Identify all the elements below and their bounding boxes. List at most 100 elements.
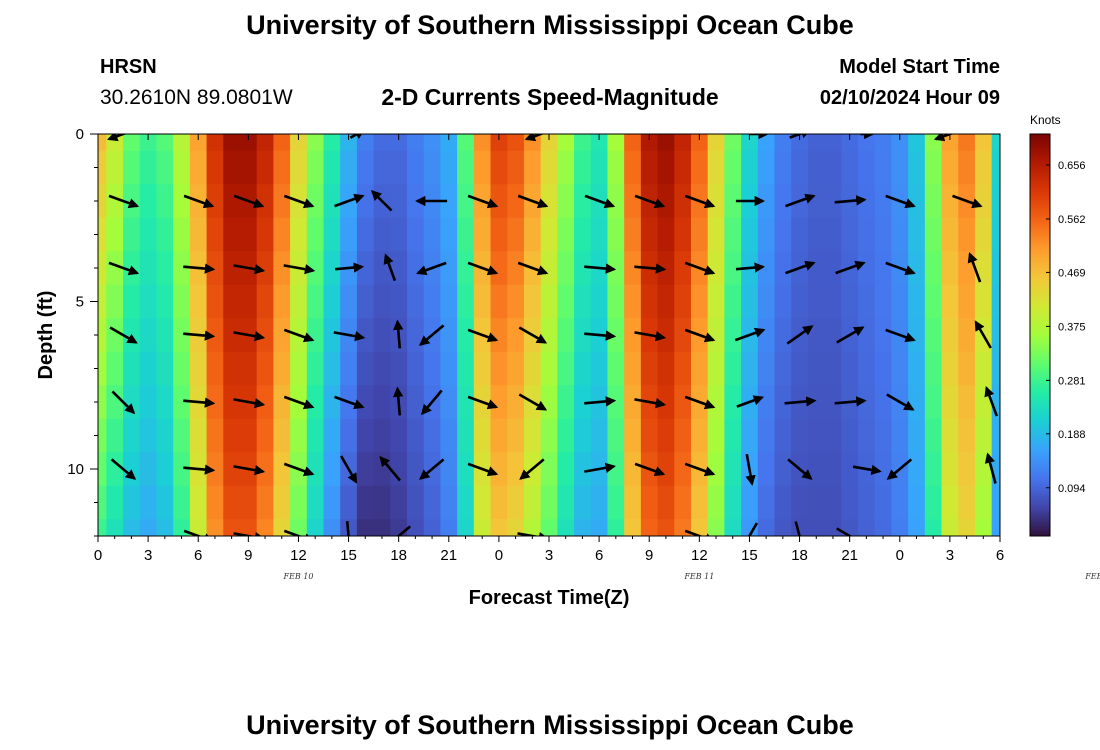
heatmap-cell [607, 452, 625, 487]
heatmap-cell [757, 351, 776, 386]
heatmap-cell [223, 284, 241, 319]
current-vector [967, 251, 982, 283]
heatmap-cell [690, 485, 709, 520]
date-label: FEB 10 [282, 572, 313, 581]
heatmap-cell [223, 452, 241, 487]
heatmap-cell [306, 284, 325, 319]
heatmap-cell [256, 385, 274, 420]
heatmap-cell [323, 318, 341, 353]
heatmap-cell [824, 418, 842, 453]
heatmap-cell [924, 519, 943, 536]
current-vector [107, 134, 127, 142]
heatmap-cell [590, 418, 609, 453]
heatmap-cell [390, 251, 408, 286]
heatmap-cell [891, 418, 909, 453]
heatmap-cell [908, 318, 926, 353]
heatmap-cell [473, 150, 492, 185]
heatmap-cell [340, 485, 358, 520]
heatmap-cell [724, 452, 742, 487]
heatmap-cell [373, 485, 391, 520]
heatmap-cell [340, 284, 358, 319]
heatmap-cell [106, 418, 124, 453]
heatmap-cell [908, 351, 926, 386]
heatmap-cell [173, 485, 191, 520]
heatmap-cell [440, 150, 458, 185]
heatmap-cell [106, 251, 124, 286]
heatmap-cell [724, 184, 742, 219]
heatmap-cell [724, 318, 742, 353]
heatmap-cell [557, 150, 575, 185]
colorbar-unit: Knots [1030, 113, 1061, 127]
heatmap-cell [323, 485, 341, 520]
heatmap-cell [908, 485, 926, 520]
heatmap-cell [239, 134, 258, 152]
heatmap-cell [423, 217, 442, 252]
heatmap-cell [640, 485, 659, 520]
heatmap-cell [407, 485, 425, 520]
heatmap-cell [874, 217, 893, 252]
heatmap-cell [356, 150, 375, 185]
heatmap-cell [540, 452, 558, 487]
current-vector [836, 326, 865, 344]
heatmap-cell [624, 284, 642, 319]
page-title: University of Southern Mississippi Ocean… [246, 10, 854, 40]
heatmap-cell [991, 519, 1000, 536]
heatmap-cell [490, 150, 508, 185]
heatmap-cell [273, 184, 291, 219]
heatmap-cell [540, 519, 558, 536]
heatmap-cell [824, 385, 842, 420]
heatmap-cell [490, 519, 508, 536]
heatmap-cell [356, 251, 375, 286]
current-vector [393, 319, 404, 349]
heatmap-cell [807, 318, 826, 353]
heatmap-cell [457, 418, 475, 453]
current-vector [183, 263, 216, 274]
heatmap-cell [98, 485, 107, 520]
current-vector [794, 521, 801, 536]
current-vector [735, 262, 765, 273]
heatmap-cell [557, 251, 575, 286]
heatmap-cell [674, 150, 692, 185]
heatmap-cell [924, 184, 943, 219]
heatmap-cell [156, 134, 174, 152]
heatmap-cell [323, 134, 341, 152]
heatmap-cell [707, 485, 725, 520]
heatmap-cell [640, 217, 659, 252]
current-vector [684, 261, 716, 276]
heatmap-cell [791, 150, 809, 185]
heatmap-cell [98, 351, 107, 386]
heatmap-cell [189, 217, 208, 252]
heatmap-cell [891, 485, 909, 520]
heatmap-cell [407, 351, 425, 386]
heatmap-cell [407, 519, 425, 536]
heatmap-cell [807, 251, 826, 286]
heatmap-cell [640, 284, 659, 319]
heatmap-cell [306, 217, 325, 252]
heatmap-cell [824, 284, 842, 319]
current-vector [834, 396, 867, 407]
heatmap-cell [941, 134, 959, 152]
heatmap-cell [356, 217, 375, 252]
current-vector [467, 395, 499, 410]
x-tick-label: 12 [290, 547, 307, 564]
current-vector [684, 395, 716, 410]
heatmap-cell [98, 134, 107, 152]
heatmap-cell [707, 351, 725, 386]
heatmap-cell [390, 134, 408, 152]
heatmap-cell [156, 184, 174, 219]
heatmap-cell [98, 452, 107, 487]
heatmap-cell [824, 217, 842, 252]
current-vector [233, 398, 266, 409]
heatmap-cell [924, 217, 943, 252]
heatmap-cell [206, 184, 224, 219]
heatmap-cell [507, 251, 525, 286]
heatmap-cell [490, 385, 508, 420]
heatmap-cell [223, 418, 241, 453]
heatmap-cell [824, 184, 842, 219]
heatmap-cell [189, 284, 208, 319]
heatmap-cell [473, 134, 492, 152]
heatmap-cell [974, 485, 993, 520]
heatmap-cell [323, 284, 341, 319]
heatmap-cell [173, 284, 191, 319]
heatmap-cell [523, 150, 542, 185]
